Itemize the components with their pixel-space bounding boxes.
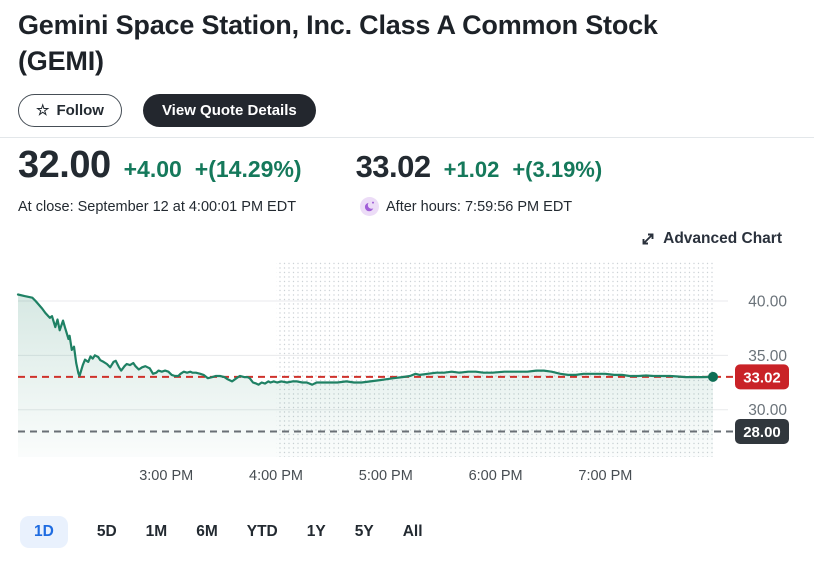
range-tab-5y[interactable]: 5Y — [355, 516, 374, 548]
advanced-chart-label: Advanced Chart — [663, 230, 782, 247]
header-divider — [0, 137, 814, 138]
range-tab-1y[interactable]: 1Y — [307, 516, 326, 548]
y-axis-label: 30.00 — [748, 402, 787, 419]
current-price-badge-label: 33.02 — [743, 369, 781, 386]
advanced-chart-link[interactable]: Advanced Chart — [640, 230, 782, 248]
star-icon: ☆ — [36, 102, 50, 119]
range-tabs: 1D 5D 1M 6M YTD 1Y 5Y All — [20, 516, 423, 548]
after-hours-change: +1.02 — [443, 157, 500, 182]
price-line — [16, 293, 715, 386]
view-quote-details-button[interactable]: View Quote Details — [142, 94, 316, 127]
x-axis-label: 3:00 PM — [139, 468, 194, 484]
after-hours-group: After hours: 7:59:56 PM EDT — [360, 197, 572, 216]
range-tab-1m[interactable]: 1M — [146, 516, 168, 548]
page-title: Gemini Space Station, Inc. Class A Commo… — [18, 10, 658, 76]
follow-label: Follow — [56, 102, 104, 119]
follow-button[interactable]: ☆ Follow — [18, 94, 122, 127]
after-hours-change-percent: +(3.19%) — [512, 157, 603, 182]
previous-close-badge — [735, 418, 789, 444]
regular-change: +4.00 — [123, 156, 182, 182]
quote-timestamps-row: At close: September 12 at 4:00:01 PM EDT… — [18, 197, 572, 216]
previous-close-badge-label: 28.00 — [743, 424, 781, 441]
price-chart[interactable]: 40.00 35.00 30.00 33.02 28.00 — [0, 258, 814, 462]
range-tab-ytd[interactable]: YTD — [247, 516, 278, 548]
expand-arrow-icon — [642, 233, 654, 245]
price-area-fill — [18, 294, 713, 457]
after-hours-timestamp: After hours: 7:59:56 PM EDT — [386, 198, 573, 215]
x-axis-label: 5:00 PM — [358, 468, 413, 484]
quote-row: 32.00 +4.00 +(14.29%) 33.02 +1.02 +(3.19… — [18, 144, 602, 187]
range-tab-5d[interactable]: 5D — [97, 516, 117, 548]
x-axis-label: 6:00 PM — [468, 468, 523, 484]
x-axis-labels: 3:00 PM 4:00 PM 5:00 PM 6:00 PM 7:00 PM — [0, 468, 814, 488]
after-hours-price: 33.02 — [355, 149, 432, 184]
after-hours-moon-icon — [360, 197, 379, 216]
header-actions: ☆ Follow View Quote Details — [18, 94, 316, 127]
view-quote-details-label: View Quote Details — [161, 102, 297, 119]
y-axis-label: 35.00 — [748, 348, 787, 365]
range-tab-all[interactable]: All — [403, 516, 423, 548]
regular-price: 32.00 — [18, 144, 111, 186]
range-tab-6m[interactable]: 6M — [196, 516, 218, 548]
current-price-dot — [708, 371, 718, 382]
at-close-timestamp: At close: September 12 at 4:00:01 PM EDT — [18, 198, 297, 215]
x-axis-label: 7:00 PM — [578, 468, 633, 484]
current-price-badge — [735, 364, 789, 390]
y-axis-label: 40.00 — [748, 294, 787, 311]
x-axis-label: 4:00 PM — [249, 468, 304, 484]
range-tab-1d[interactable]: 1D — [20, 516, 68, 548]
regular-change-percent: +(14.29%) — [194, 156, 302, 182]
